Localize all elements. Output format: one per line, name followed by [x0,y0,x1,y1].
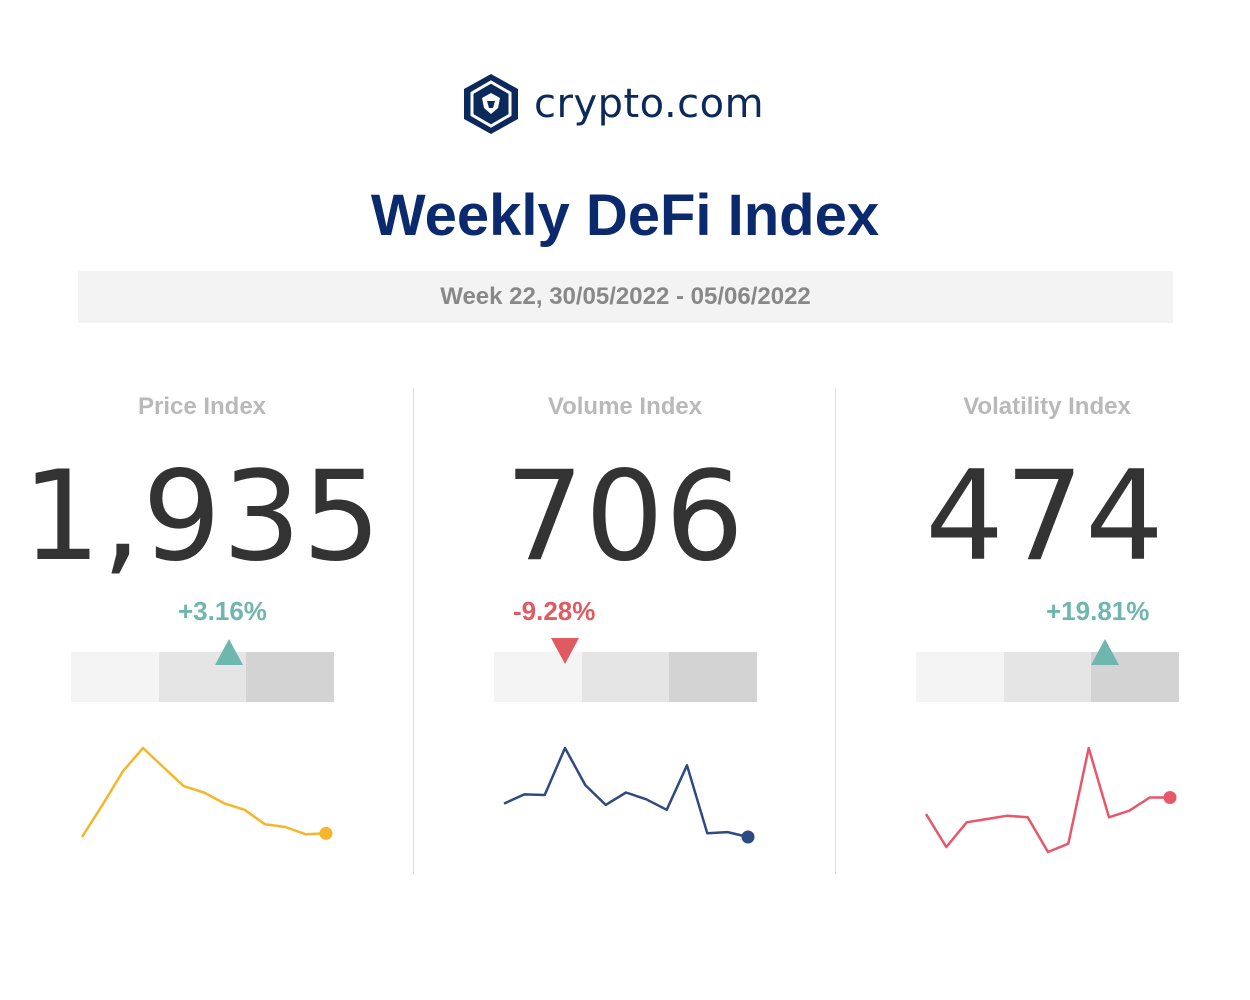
volatility-index-marker [1091,639,1120,665]
volume-index-range-bar [494,652,758,702]
sparkline-series [924,746,1170,854]
price-index-sparkline [80,746,333,840]
range-segment-mid [581,652,670,702]
volatility-index-range-bar [916,652,1180,702]
brand-logo: crypto.com [462,72,764,136]
volume-index-change: -9.28% [513,596,596,626]
panel-divider-1 [413,388,414,874]
range-segment-mid [1003,652,1092,702]
range-segment-low [916,652,1004,702]
volume-index-label: Volume Index [547,393,703,420]
volume-index-value: 706 [505,445,745,589]
panel-divider-2 [835,388,836,874]
sparkline-last-point [319,826,333,840]
brand-name: crypto.com [534,81,765,127]
sparkline-last-point [741,830,755,844]
range-segment-high [246,652,335,702]
price-index-value: 1,935 [22,445,382,589]
price-index-change: +3.16% [178,596,267,626]
price-index-range-bar [71,652,335,702]
volatility-index-value: 474 [925,445,1165,589]
volume-index-sparkline [503,746,755,844]
volatility-index-label: Volatility Index [963,393,1131,420]
sparkline-series [503,746,749,839]
crypto-lion-hexagon-icon [464,74,518,134]
week-range-text: Week 22, 30/05/2022 - 05/06/2022 [440,283,811,310]
sparkline-series [80,746,327,838]
volatility-index-sparkline [924,746,1177,854]
volatility-index-change: +19.81% [1046,596,1150,626]
price-index-marker [214,639,243,665]
volume-index-marker [551,638,579,664]
week-range-banner: Week 22, 30/05/2022 - 05/06/2022 [78,271,1173,323]
sparkline-last-point [1163,791,1177,805]
price-index-label: Price Index [137,393,267,420]
range-segment-low [71,652,159,702]
range-segment-high [669,652,758,702]
page-title: Weekly DeFi Index [370,183,880,248]
